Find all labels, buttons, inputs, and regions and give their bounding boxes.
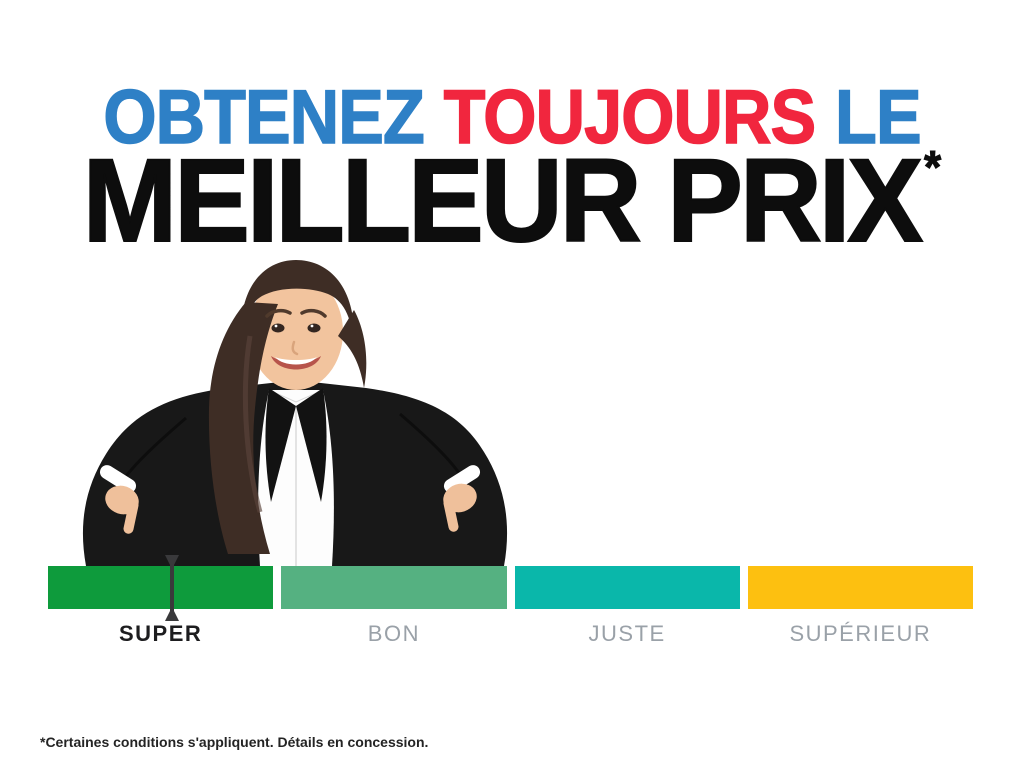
spokesperson-illustration — [82, 260, 508, 566]
headline-line1: OBTENEZ TOUJOURS LE — [51, 75, 973, 160]
headline-word-toujours: TOUJOURS — [443, 75, 817, 160]
scale-label-bon: BON — [367, 621, 420, 646]
headline-line2: MEILLEUR PRIX* — [20, 141, 1003, 261]
headline: OBTENEZ TOUJOURS LE MEILLEUR PRIX* — [0, 75, 1024, 261]
spokesperson-photo — [70, 250, 510, 566]
scale-label-super: SUPER — [118, 621, 203, 646]
asterisk-mark: * — [924, 141, 942, 193]
scale-segment-bon — [281, 566, 507, 609]
scale-segment-superieur — [747, 566, 973, 609]
scale-label-superieur: SUPÉRIEUR — [789, 621, 932, 646]
scale-label-juste: JUSTE — [588, 621, 666, 646]
price-marker-pin-icon — [165, 555, 179, 621]
headline-word-le: LE — [834, 75, 922, 160]
price-marker — [164, 555, 180, 621]
headline-line2-text: MEILLEUR PRIX — [82, 135, 924, 267]
price-scale-bars — [48, 566, 973, 609]
scale-segment-super — [48, 566, 274, 609]
scale-segment-juste — [514, 566, 740, 609]
price-scale-labels: SUPER BON JUSTE SUPÉRIEUR — [48, 620, 973, 648]
headline-word-obtenez: OBTENEZ — [103, 75, 426, 160]
disclaimer-text: *Certaines conditions s'appliquent. Déta… — [40, 734, 429, 750]
